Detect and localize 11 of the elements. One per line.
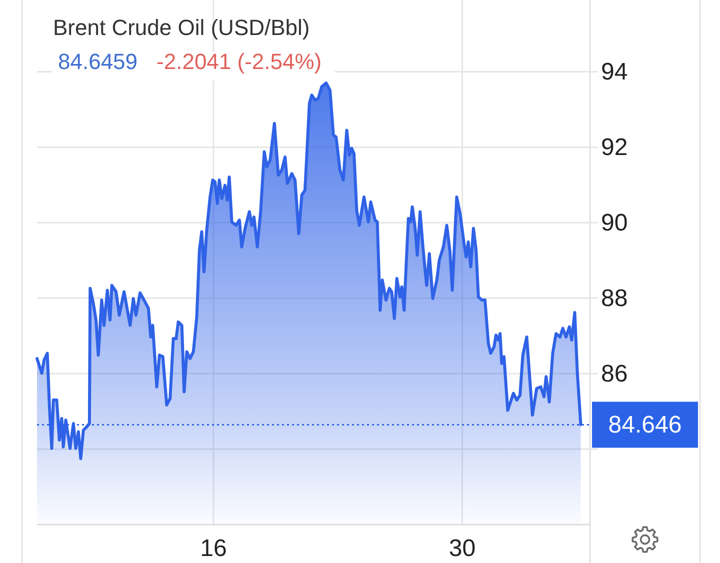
text: Brent Crude Oil (USD/Bbl) xyxy=(53,15,310,40)
x-tick-label: 16 xyxy=(200,534,227,562)
text: 84.6459 xyxy=(58,49,138,74)
y-tick-label: 86 xyxy=(601,360,628,388)
y-tick-label: 92 xyxy=(601,134,628,161)
ref-line-label: 84.646 xyxy=(608,411,682,438)
y-tick-label: 94 xyxy=(601,58,628,86)
annotation: -2.2041 (-2.54%) xyxy=(156,49,322,74)
y-tick-label: 90 xyxy=(601,209,628,236)
y-tick-label: 88 xyxy=(601,284,628,312)
x-tick-label: 30 xyxy=(448,534,476,562)
